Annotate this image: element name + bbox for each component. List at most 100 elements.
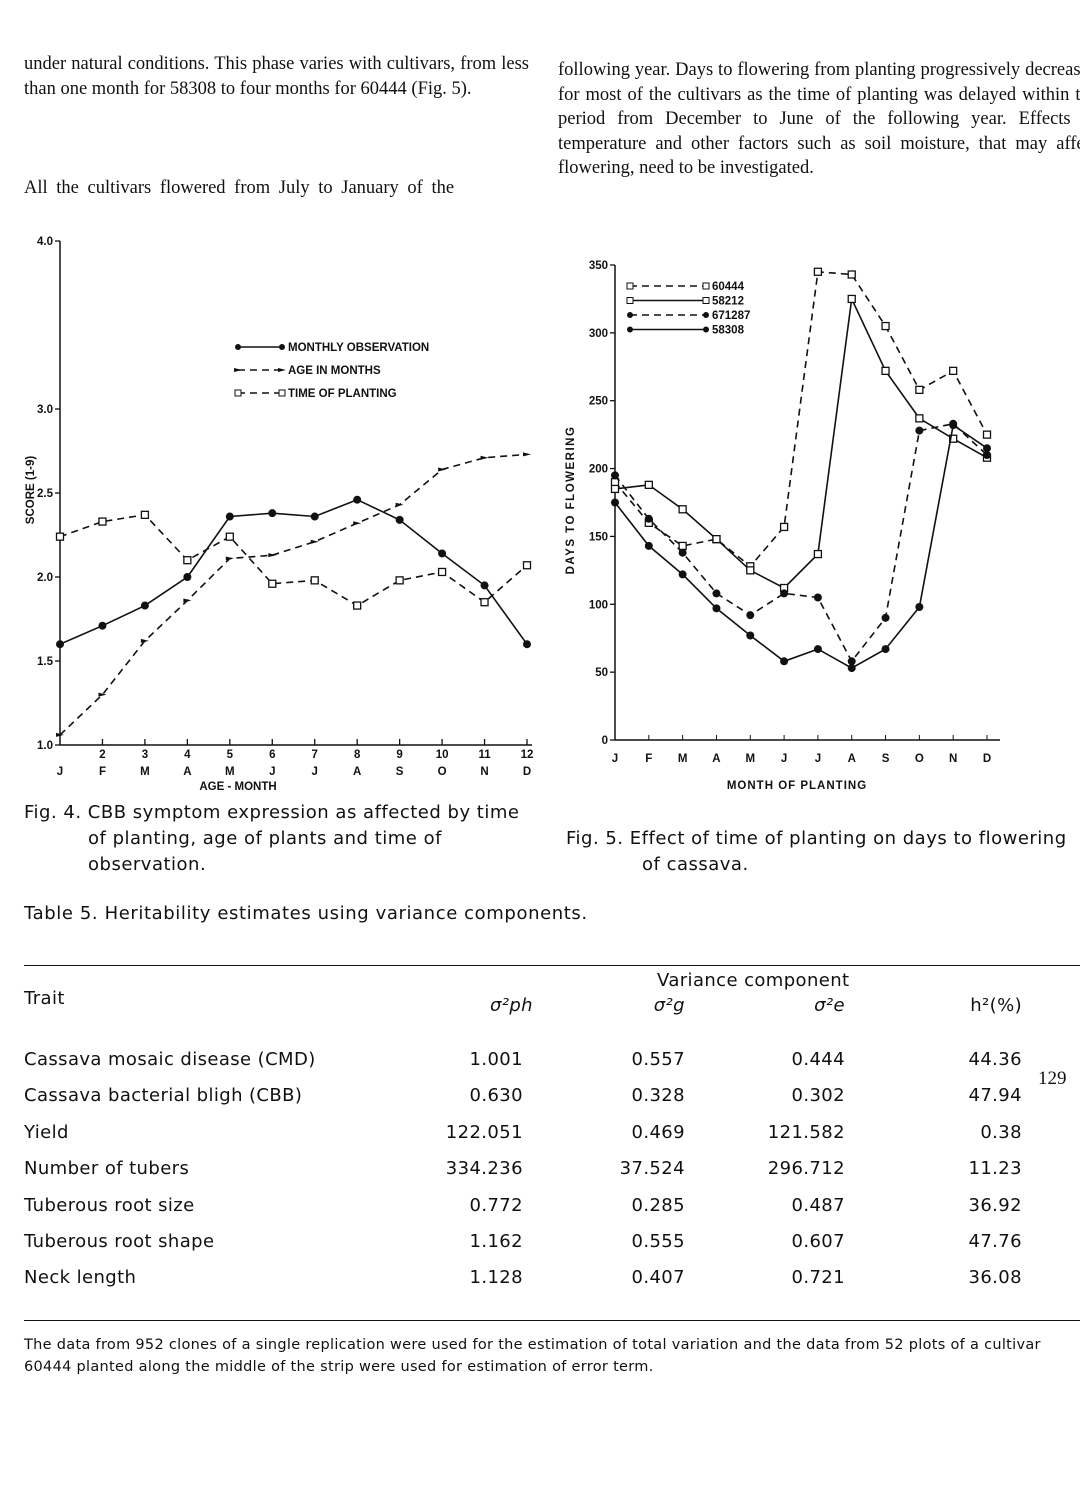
legend-label: 60444 bbox=[712, 281, 745, 293]
table-cell: 36.08 bbox=[968, 1267, 1022, 1289]
point bbox=[915, 603, 924, 611]
column-header: h²(%) bbox=[970, 995, 1022, 1016]
table-cell: 0.469 bbox=[631, 1121, 685, 1143]
series-line bbox=[59, 498, 528, 645]
point bbox=[678, 548, 687, 557]
point bbox=[881, 366, 890, 376]
x-tick-label: 12 bbox=[521, 749, 534, 761]
table-cell: Tuberous root size bbox=[24, 1194, 195, 1216]
body-text: following year. Days to flowering from p… bbox=[558, 60, 1080, 178]
table-cell: 0.557 bbox=[631, 1049, 685, 1070]
table-cell: 44.36 bbox=[968, 1049, 1022, 1070]
table-cell: 1.001 bbox=[469, 1049, 523, 1070]
point bbox=[847, 657, 856, 666]
point bbox=[813, 267, 823, 276]
table-title: Table 5. Heritability estimates using va… bbox=[24, 903, 588, 924]
point bbox=[712, 604, 721, 613]
point bbox=[678, 570, 687, 579]
y-axis-label: DAYS TO FLOWERING bbox=[565, 426, 577, 575]
point bbox=[678, 541, 687, 551]
column-header: Trait bbox=[24, 988, 65, 1009]
table-cell: 0.487 bbox=[791, 1194, 845, 1216]
point bbox=[610, 484, 620, 494]
x-tick-label: 9 bbox=[396, 749, 402, 761]
series-line bbox=[614, 422, 988, 663]
table-cell: 0.555 bbox=[631, 1231, 685, 1252]
table-footnote: The data from 952 clones of a single rep… bbox=[24, 1337, 1041, 1375]
legend-label: MONTHLY OBSERVATION bbox=[288, 342, 429, 354]
x-tick-label: 8 bbox=[354, 749, 361, 761]
x-axis-label: AGE - MONTH bbox=[199, 781, 276, 793]
point bbox=[438, 549, 447, 558]
point bbox=[225, 512, 234, 521]
point bbox=[353, 521, 362, 526]
point bbox=[268, 579, 277, 588]
point bbox=[982, 430, 992, 439]
x-tick-label: 10 bbox=[436, 749, 449, 761]
point bbox=[98, 517, 107, 526]
point bbox=[949, 366, 958, 376]
point bbox=[56, 732, 64, 737]
point bbox=[395, 502, 404, 507]
point bbox=[813, 593, 822, 602]
x-month-label: A bbox=[183, 766, 191, 778]
figure-caption: Fig. 4. CBB symptom expression as affect… bbox=[24, 802, 520, 875]
table-cell: Yield bbox=[24, 1121, 69, 1143]
x-axis-label: MONTH OF PLANTING bbox=[727, 780, 867, 792]
table-cell: 47.94 bbox=[968, 1085, 1022, 1107]
legend-label: 58308 bbox=[712, 325, 745, 337]
point bbox=[140, 601, 149, 610]
point bbox=[183, 573, 192, 581]
legend-label: AGE IN MONTHS bbox=[288, 365, 381, 377]
x-tick-label: D bbox=[983, 753, 991, 765]
table-cell: 11.23 bbox=[968, 1158, 1022, 1180]
point bbox=[268, 553, 277, 558]
x-tick-label: M bbox=[678, 753, 688, 765]
table-cell: 0.407 bbox=[631, 1267, 685, 1289]
legend-marker bbox=[234, 389, 242, 397]
point bbox=[644, 514, 653, 523]
point bbox=[56, 640, 64, 649]
y-tick-label: 350 bbox=[589, 260, 608, 272]
series-line bbox=[59, 513, 528, 607]
point bbox=[746, 566, 755, 575]
x-tick-label: J bbox=[612, 753, 618, 765]
point bbox=[183, 598, 192, 603]
point bbox=[780, 657, 789, 666]
point bbox=[480, 581, 489, 590]
table-cell: 334.236 bbox=[445, 1158, 523, 1180]
point bbox=[881, 613, 890, 622]
point bbox=[983, 444, 991, 453]
table-cell: Tuberous root shape bbox=[24, 1231, 215, 1252]
table-cell: 0.630 bbox=[469, 1085, 523, 1107]
y-tick-label: 2.0 bbox=[37, 572, 53, 584]
legend-marker bbox=[703, 326, 709, 333]
point bbox=[712, 589, 721, 598]
point bbox=[746, 611, 755, 620]
y-tick-label: 300 bbox=[589, 328, 608, 340]
x-tick-label: 6 bbox=[269, 749, 275, 761]
legend-marker bbox=[279, 344, 285, 350]
legend-marker bbox=[278, 389, 286, 397]
series-line bbox=[614, 296, 988, 589]
page-number: 129 bbox=[1038, 1068, 1067, 1089]
point bbox=[611, 498, 619, 507]
point bbox=[915, 414, 924, 423]
x-tick-label: N bbox=[949, 753, 957, 765]
point bbox=[437, 567, 447, 577]
x-tick-label: J bbox=[781, 753, 787, 765]
column-header: σ²e bbox=[814, 995, 845, 1016]
point bbox=[523, 452, 531, 457]
table-cell: 36.92 bbox=[968, 1194, 1022, 1216]
point bbox=[395, 515, 404, 524]
x-tick-label: O bbox=[915, 753, 924, 765]
point bbox=[611, 471, 619, 480]
table-cell: 0.607 bbox=[791, 1231, 845, 1252]
point bbox=[395, 576, 404, 585]
point bbox=[480, 455, 489, 460]
point bbox=[746, 631, 755, 640]
x-month-label: O bbox=[438, 766, 447, 778]
point bbox=[140, 638, 149, 643]
x-tick-label: F bbox=[645, 753, 652, 765]
